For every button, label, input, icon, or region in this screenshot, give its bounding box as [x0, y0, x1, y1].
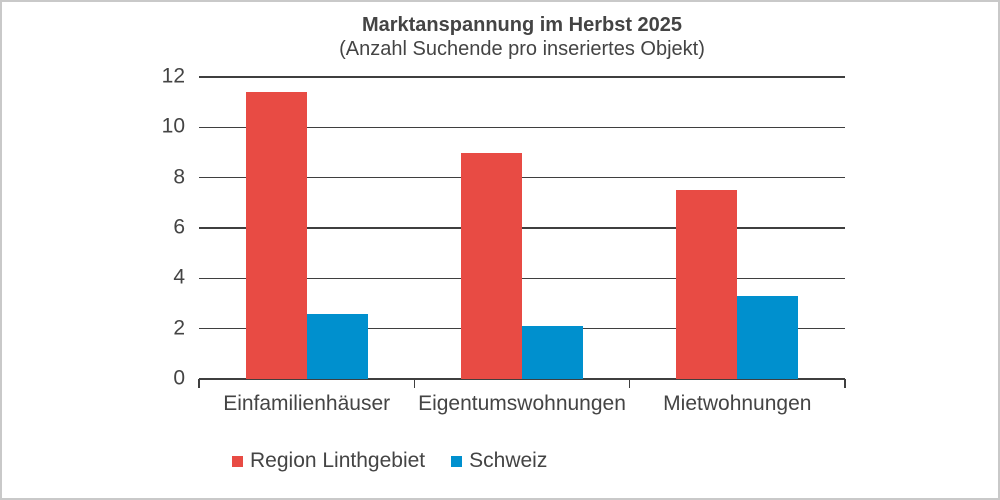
gridline	[199, 76, 845, 78]
gridline	[199, 176, 845, 179]
legend-label: Region Linthgebiet	[250, 449, 426, 472]
gridline	[199, 126, 845, 129]
y-tick-label: 8	[173, 165, 185, 189]
bar-schweiz-1	[306, 313, 368, 379]
category-label: Mietwohnungen	[663, 392, 812, 415]
legend-swatch-icon	[232, 455, 243, 467]
bar-region-linthgebiet-1	[245, 92, 307, 379]
bar-schweiz-2	[522, 326, 583, 379]
y-tick-label: 2	[173, 316, 185, 340]
category-label: Einfamilienhäuser	[223, 392, 391, 415]
y-tick-label: 4	[173, 265, 185, 289]
x-axis-tick	[844, 379, 846, 388]
x-axis-line	[199, 378, 845, 380]
bar-schweiz-3	[737, 295, 799, 379]
y-tick-label: 10	[161, 114, 185, 138]
gridline	[199, 227, 845, 229]
legend: Region Linthgebiet Schweiz	[232, 449, 547, 473]
legend-item: Region Linthgebiet	[232, 449, 425, 473]
chart-title: Marktanspannung im Herbst 2025	[361, 14, 683, 36]
y-tick-label: 12	[161, 64, 185, 88]
legend-item: Schweiz	[451, 449, 547, 473]
y-tick-label: 6	[173, 215, 185, 239]
legend-label: Schweiz	[469, 449, 548, 472]
x-axis-tick	[413, 379, 416, 388]
category-label: Eigentumswohnungen	[418, 392, 626, 415]
gridline	[199, 277, 845, 280]
chart-subtitle: (Anzahl Suchende pro inseriertes Objekt)	[339, 38, 705, 60]
x-axis-tick	[198, 379, 200, 388]
y-tick-label: 0	[173, 366, 185, 390]
legend-swatch-icon	[451, 455, 463, 467]
x-axis-tick	[628, 379, 631, 388]
bar-region-linthgebiet-3	[676, 190, 738, 379]
bar-region-linthgebiet-2	[461, 152, 522, 379]
